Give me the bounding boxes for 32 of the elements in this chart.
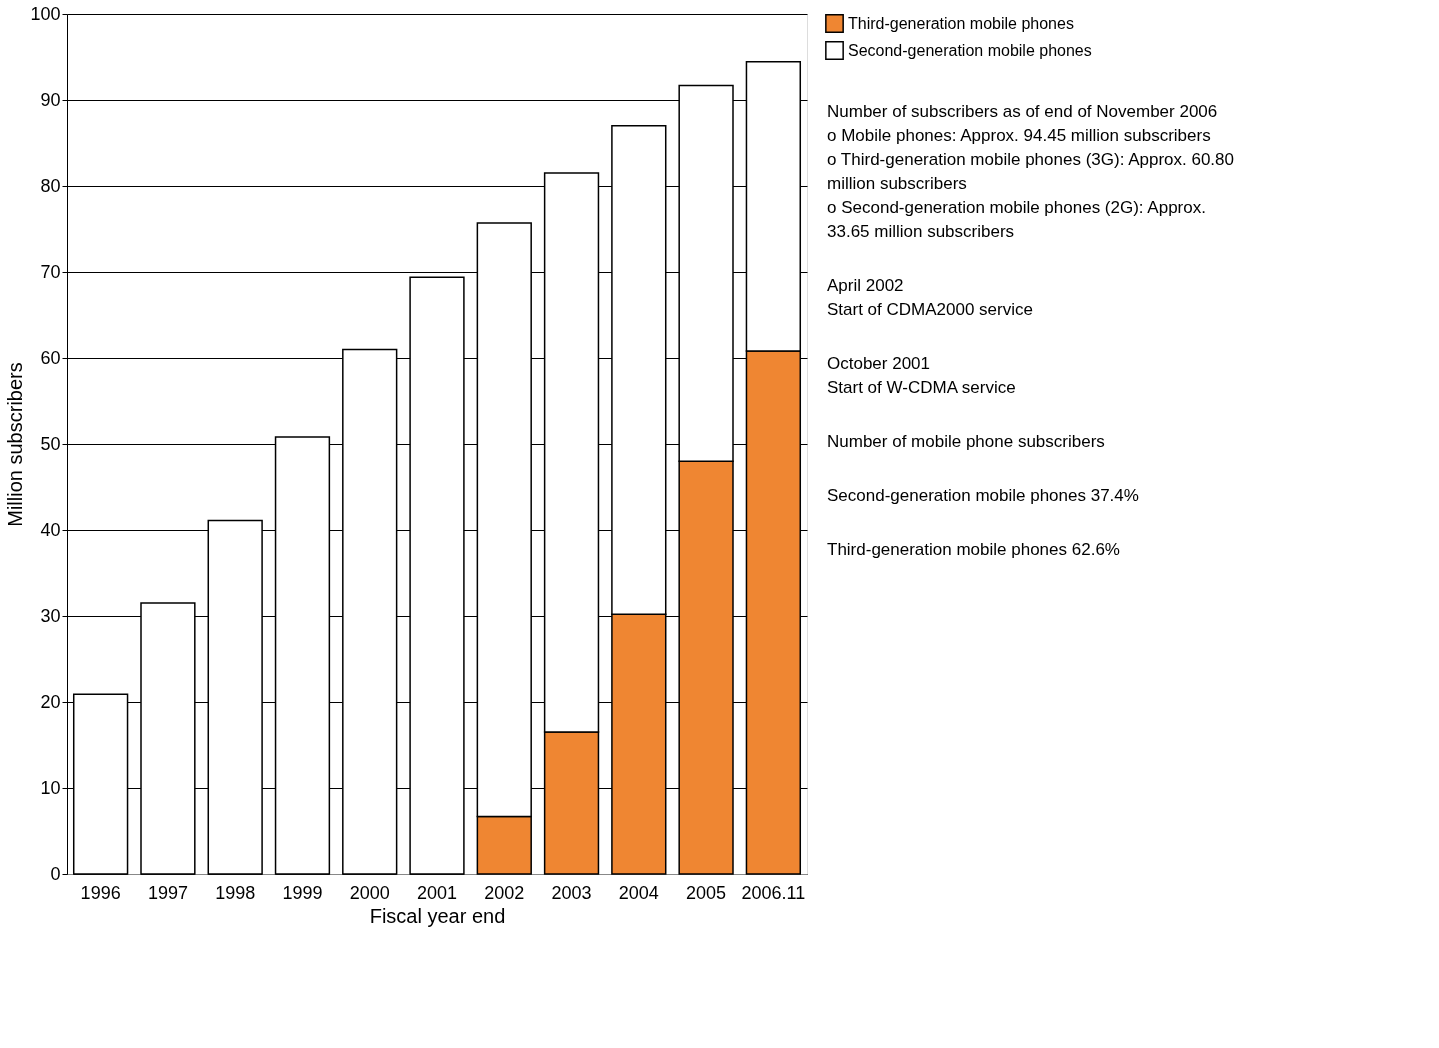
x-tick-label: 2003 — [551, 882, 592, 903]
x-tick-label: 1997 — [147, 882, 188, 903]
y-tick-label: 90 — [40, 89, 61, 110]
y-tick-label: 20 — [40, 691, 61, 712]
x-tick-label: 2004 — [618, 882, 659, 903]
text: Number of subscribers as of end of November 2006 o Mobile phones: Approx. 94.45 million subscribers o Third-generation mobile phones (3G): Approx. 60.80 million subscribers o Second-generation mobile phones (2G): Approx. 33.65 million subscribers — [827, 102, 1234, 241]
y-tick-label: 40 — [40, 519, 61, 540]
text: Number of mobile phone subscribers — [827, 432, 1105, 451]
y-tick-label: 30 — [40, 605, 61, 626]
x-tick-label: 2002 — [484, 882, 525, 903]
text: October 2001 Start of W-CDMA service — [827, 354, 1016, 397]
x-tick-label: 1996 — [80, 882, 121, 903]
y-tick-label: 70 — [40, 261, 61, 282]
y-axis-title: Million subscribers — [4, 362, 27, 527]
x-tick-label: 2000 — [349, 882, 390, 903]
x-tick-label: 2006.11 — [741, 882, 806, 903]
y-tick-label: 60 — [40, 347, 61, 368]
y-tick-label: 50 — [40, 433, 61, 454]
x-tick-label: 1999 — [282, 882, 323, 903]
y-tick-label: 80 — [40, 175, 61, 196]
y-tick-label: 100 — [30, 3, 61, 24]
x-tick-label: 2001 — [416, 882, 458, 903]
legend-label: Second-generation mobile phones — [848, 41, 1092, 59]
x-tick-label: 1998 — [215, 882, 256, 903]
text: Second-generation mobile phones 37.4% — [827, 486, 1139, 505]
x-axis-title: Fiscal year end — [369, 904, 506, 927]
text: Third-generation mobile phones 62.6% — [827, 540, 1120, 559]
y-tick-label: 10 — [40, 777, 61, 798]
text: April 2002 Start of CDMA2000 service — [827, 276, 1033, 319]
x-tick-label: 2005 — [686, 882, 727, 903]
legend-label: Third-generation mobile phones — [848, 14, 1074, 32]
y-tick-label: 0 — [50, 863, 61, 884]
